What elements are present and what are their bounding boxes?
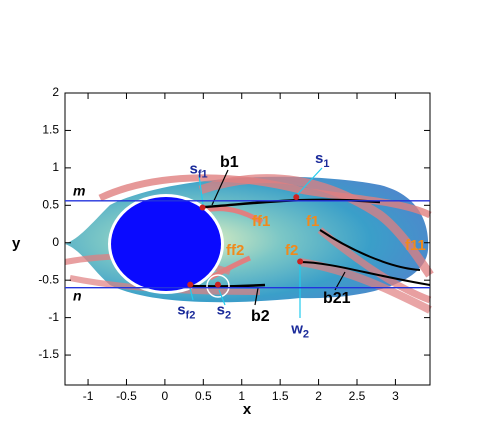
leaders bbox=[189, 167, 346, 318]
annotation: b1 bbox=[220, 154, 239, 171]
reference-line-label: n bbox=[73, 287, 82, 303]
x-tick-label: 3 bbox=[392, 389, 399, 403]
point-label-sub: 1 bbox=[323, 158, 329, 170]
point-label: w2 bbox=[290, 320, 309, 340]
point-label: s1 bbox=[315, 150, 329, 170]
annotation: f1 bbox=[306, 213, 319, 230]
x-tick-label: -1 bbox=[83, 389, 94, 403]
y-tick-label: 0.5 bbox=[42, 197, 59, 211]
point bbox=[199, 204, 206, 211]
point-label-base: s bbox=[217, 302, 225, 319]
plot-frame bbox=[64, 92, 431, 386]
y-tick-label: -1.5 bbox=[38, 347, 59, 361]
annotation: f11 bbox=[405, 237, 426, 254]
y-tick-label: -1 bbox=[48, 310, 59, 324]
point-label: sf1 bbox=[189, 161, 207, 181]
x-axis-label: x bbox=[243, 401, 252, 418]
y-tick-label: 1 bbox=[52, 160, 59, 174]
x-tick-label: 1.5 bbox=[272, 389, 289, 403]
point-label-sub: 2 bbox=[225, 310, 231, 322]
annotation: ff2 bbox=[226, 242, 244, 259]
y-tick-label: 2 bbox=[52, 85, 59, 99]
annotation: ff1 bbox=[252, 213, 270, 230]
x-tick-label: 1 bbox=[238, 389, 245, 403]
x-tick-label: 0 bbox=[162, 389, 169, 403]
point-label-sub: 2 bbox=[303, 328, 309, 340]
point-label-base: s bbox=[315, 150, 323, 167]
point bbox=[214, 281, 221, 288]
y-tick-label: -0.5 bbox=[38, 272, 59, 286]
point bbox=[187, 281, 194, 288]
annotation: f2 bbox=[285, 242, 298, 259]
point-label-base: s bbox=[189, 161, 197, 178]
x-tick-label: -0.5 bbox=[116, 389, 137, 403]
flow-field bbox=[64, 174, 434, 314]
x-tick-label: 2.5 bbox=[349, 389, 366, 403]
annotation: b21 bbox=[323, 290, 351, 307]
y-axis-label: y bbox=[12, 235, 21, 252]
reference-line-label: m bbox=[73, 183, 85, 199]
point-label-sub: f2 bbox=[186, 310, 196, 322]
point bbox=[297, 258, 304, 265]
point bbox=[293, 194, 300, 201]
y-tick-label: 1.5 bbox=[42, 123, 59, 137]
x-tick-label: 2 bbox=[315, 389, 322, 403]
y-tick-label: 0 bbox=[52, 235, 59, 249]
point-label-sub: f1 bbox=[198, 168, 208, 180]
x-tick-label: 0.5 bbox=[195, 389, 212, 403]
point-label: sf2 bbox=[177, 302, 195, 322]
annotation: b2 bbox=[251, 308, 270, 325]
point-label-base: w bbox=[290, 320, 303, 337]
point-label-base: s bbox=[177, 302, 185, 319]
point-label: s2 bbox=[217, 302, 231, 322]
